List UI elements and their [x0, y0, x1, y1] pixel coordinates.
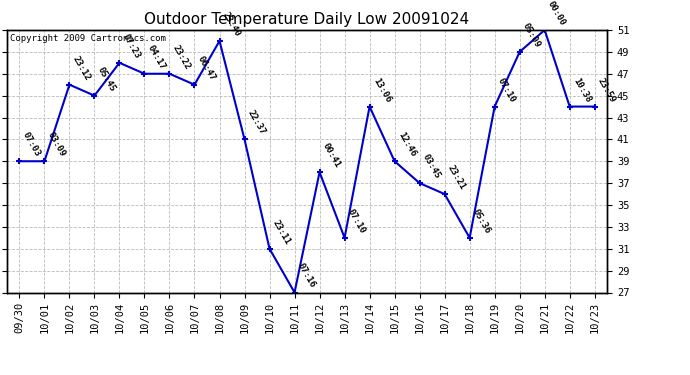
- Text: 04:17: 04:17: [146, 43, 167, 71]
- Text: 07:23: 07:23: [121, 32, 142, 60]
- Text: Copyright 2009 Cartronics.com: Copyright 2009 Cartronics.com: [10, 34, 166, 43]
- Text: 23:12: 23:12: [71, 54, 92, 82]
- Text: 07:10: 07:10: [346, 207, 367, 235]
- Text: 13:06: 13:06: [371, 76, 392, 104]
- Text: 05:09: 05:09: [521, 21, 542, 49]
- Text: 23:11: 23:11: [271, 218, 292, 246]
- Text: 12:46: 12:46: [396, 131, 417, 159]
- Text: 00:00: 00:00: [546, 0, 567, 27]
- Text: 06:47: 06:47: [196, 54, 217, 82]
- Text: 22:37: 22:37: [246, 109, 267, 136]
- Text: 23:59: 23:59: [596, 76, 618, 104]
- Text: 07:16: 07:16: [296, 262, 317, 290]
- Text: 23:21: 23:21: [446, 164, 467, 191]
- Text: 05:45: 05:45: [96, 65, 117, 93]
- Text: 05:36: 05:36: [471, 207, 492, 235]
- Text: 03:45: 03:45: [421, 153, 442, 180]
- Text: 07:10: 07:10: [496, 76, 518, 104]
- Text: 03:09: 03:09: [46, 131, 67, 159]
- Text: 10:38: 10:38: [571, 76, 592, 104]
- Text: 23:40: 23:40: [221, 10, 242, 38]
- Text: 23:22: 23:22: [171, 43, 192, 71]
- Title: Outdoor Temperature Daily Low 20091024: Outdoor Temperature Daily Low 20091024: [144, 12, 470, 27]
- Text: 00:41: 00:41: [321, 142, 342, 170]
- Text: 07:03: 07:03: [21, 131, 42, 159]
